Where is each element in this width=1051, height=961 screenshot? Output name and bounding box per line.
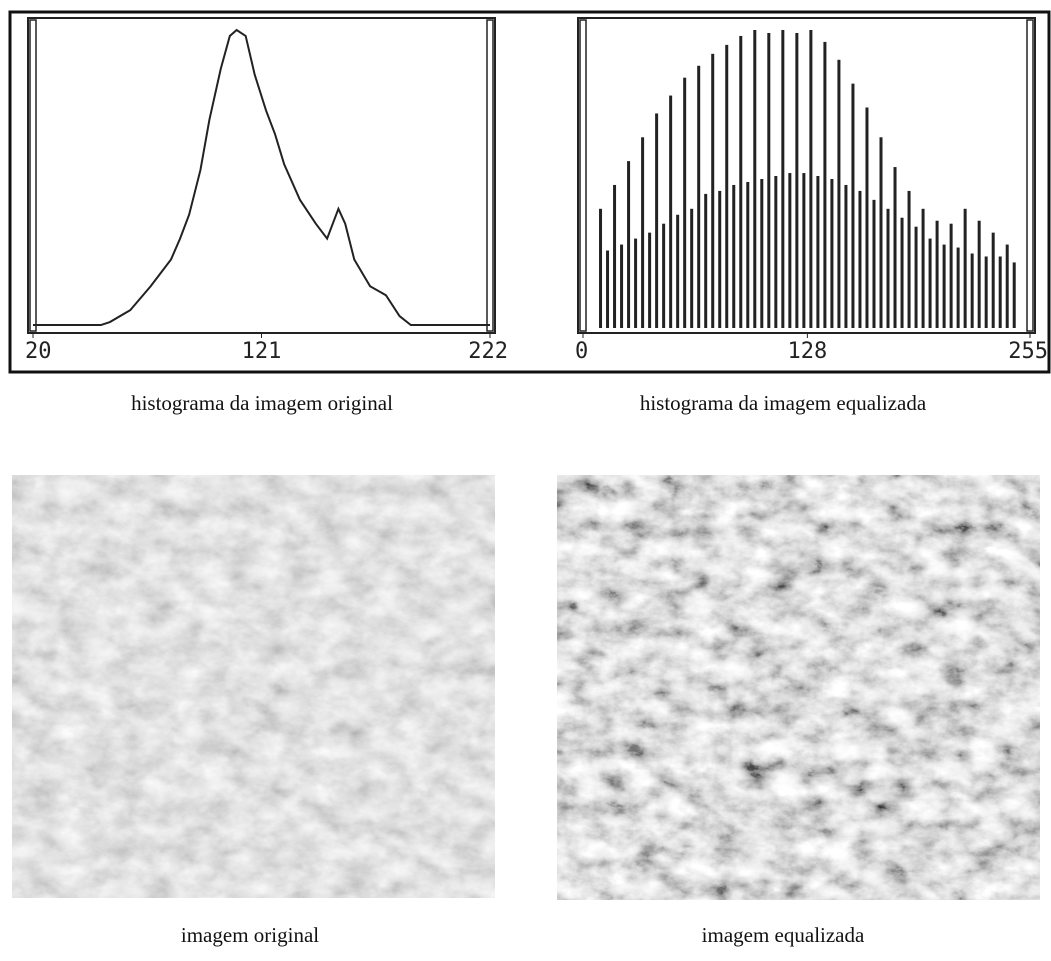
x-tick-label: 20 [25,339,52,364]
histogram-bar [809,30,813,328]
equalized-image [556,474,1041,901]
histogram-bar [620,244,624,328]
histogram-bar [690,208,694,328]
histogram-bar [655,113,659,328]
histogram-bar [676,214,680,328]
histogram-bar [977,220,981,328]
x-tick-label: 0 [575,339,588,364]
histogram-bar [851,83,855,328]
histogram-bar [760,179,764,328]
histogram-bar [767,32,771,328]
histogram-bar [914,226,918,328]
x-tick-label: 222 [468,339,508,364]
left-bracket [579,19,587,332]
histogram-bar [795,32,799,328]
histogram-bar [732,184,736,328]
histogram-bar [802,173,806,328]
histogram-bar [711,53,715,329]
histogram-bar [991,232,995,328]
histogram-bar [606,250,610,328]
histogram-bar [865,107,869,328]
histogram-bar [781,30,785,328]
histogram-bar [886,208,890,328]
x-tick-label: 255 [1008,339,1048,364]
histogram-bar [858,190,862,328]
histogram-bar [984,256,988,328]
histogram-bar [641,137,645,328]
plot-frame [577,17,1036,334]
histogram-bar [949,223,953,328]
left-bracket [29,19,37,332]
histogram-bar [718,190,722,328]
caption: imagem original [181,923,319,947]
caption: imagem equalizada [702,923,865,947]
histogram-bar [753,30,757,328]
histogram-bar [872,199,876,328]
histogram-bar [725,44,729,329]
histogram-line [33,28,490,327]
histogram-bar [830,179,834,328]
histogram-bar [998,256,1002,328]
histogram-bar [942,244,946,328]
histogram-bar [746,181,750,328]
histogram-bar [648,232,652,328]
x-tick-label: 128 [788,339,828,364]
histogram-bar [921,208,925,328]
histogram-bar [704,193,708,328]
histogram-bar [774,176,778,328]
histogram-bar [627,161,631,328]
caption: histograma da imagem equalizada [640,391,927,415]
histogram-bar [669,95,673,328]
histogram-bar [599,208,603,328]
histogram-bar [893,167,897,328]
histogram-bar [844,184,848,328]
histogram-bar [928,238,932,328]
histogram-bar [823,41,827,329]
x-tick-label: 121 [242,339,282,364]
histogram-bar [634,238,638,328]
histogram-bar [739,35,743,329]
histogram-bar [837,59,841,329]
histogram-bar [970,253,974,328]
original-image [11,474,496,899]
histogram-bar [935,220,939,328]
histogram-bar [816,176,820,328]
histogram-bar [662,223,666,328]
histogram-bar [879,137,883,328]
histogram-bar [683,77,687,329]
plot-frame [27,17,496,334]
histogram-bar [697,65,701,328]
right-bracket [1026,19,1034,332]
histogram-bar [1012,262,1016,328]
caption: histograma da imagem original [131,391,393,415]
histogram-bar [900,217,904,328]
right-bracket [486,19,494,332]
figure-frame [8,10,1051,374]
histogram-bar [1005,244,1009,328]
histogram-bar [956,247,960,328]
histogram-bar [788,173,792,328]
histogram-bar [907,190,911,328]
histogram-bar [613,184,617,328]
histogram-bar [963,208,967,328]
